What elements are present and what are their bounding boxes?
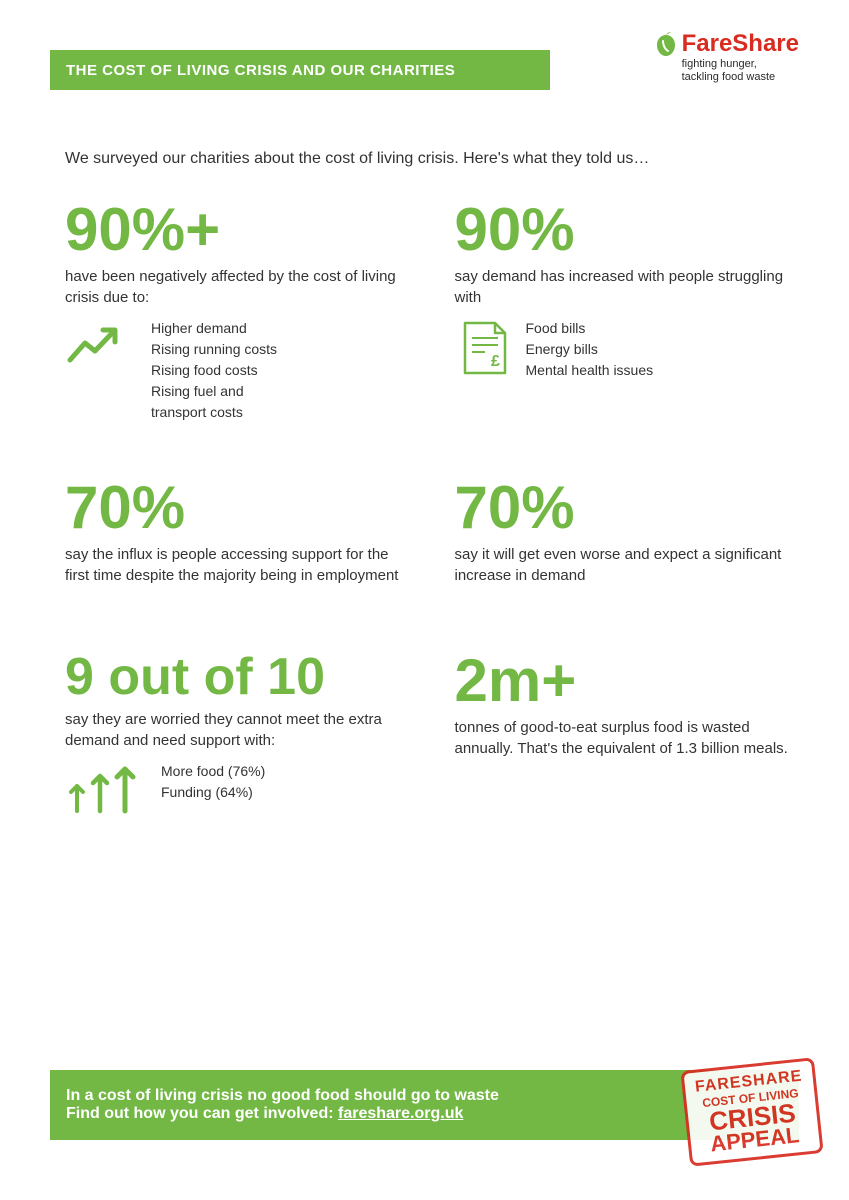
stat-number: 70%	[455, 478, 795, 538]
intro-text: We surveyed our charities about the cost…	[65, 150, 649, 168]
stat-description: have been negatively affected by the cos…	[65, 266, 405, 308]
list-item: Rising food costs	[151, 360, 301, 381]
svg-text:£: £	[491, 353, 500, 370]
stat-description: say it will get even worse and expect a …	[455, 544, 795, 586]
header-bar: THE COST OF LIVING CRISIS AND OUR CHARIT…	[50, 50, 550, 90]
list-item: Food bills	[526, 318, 654, 339]
stats-grid: 90%+ have been negatively affected by th…	[65, 200, 794, 816]
apple-icon	[654, 31, 678, 57]
stat-description: say the influx is people accessing suppo…	[65, 544, 405, 586]
stat-block: 70% say the influx is people accessing s…	[65, 478, 405, 596]
stat-description: tonnes of good-to-eat surplus food is wa…	[455, 717, 795, 759]
logo-tagline-2: tackling food waste	[682, 71, 799, 84]
footer-url[interactable]: fareshare.org.uk	[338, 1105, 463, 1122]
stat-list: More food (76%) Funding (64%)	[161, 761, 265, 803]
stat-list: Food bills Energy bills Mental health is…	[526, 318, 654, 381]
appeal-stamp: FARESHARE COST OF LIVING CRISIS APPEAL	[681, 1058, 824, 1167]
stat-number: 70%	[65, 478, 405, 538]
list-item: Rising fuel and transport costs	[151, 381, 301, 423]
stat-number: 90%+	[65, 200, 405, 260]
stat-list: Higher demand Rising running costs Risin…	[151, 318, 301, 423]
stat-block: 90%+ have been negatively affected by th…	[65, 200, 405, 423]
arrows-up-icon	[65, 761, 145, 816]
list-item: Energy bills	[526, 339, 654, 360]
stat-block: 2m+ tonnes of good-to-eat surplus food i…	[455, 651, 795, 816]
logo: FareShare fighting hunger, tackling food…	[654, 30, 799, 84]
stat-number: 90%	[455, 200, 795, 260]
logo-name: FareShare	[682, 30, 799, 58]
stat-description: say demand has increased with people str…	[455, 266, 795, 308]
stat-description: say they are worried they cannot meet th…	[65, 709, 405, 751]
logo-tagline-1: fighting hunger,	[682, 58, 799, 71]
stat-number: 2m+	[455, 651, 795, 711]
list-item: Mental health issues	[526, 360, 654, 381]
footer-prefix: Find out how you can get involved:	[66, 1105, 338, 1122]
header-title: THE COST OF LIVING CRISIS AND OUR CHARIT…	[66, 62, 455, 79]
list-item: Higher demand	[151, 318, 301, 339]
trend-up-icon	[65, 318, 135, 368]
stat-block: 9 out of 10 say they are worried they ca…	[65, 651, 405, 816]
stat-block: 90% say demand has increased with people…	[455, 200, 795, 423]
stat-block: 70% say it will get even worse and expec…	[455, 478, 795, 596]
list-item: Funding (64%)	[161, 782, 265, 803]
bill-icon: £	[455, 318, 510, 378]
list-item: Rising running costs	[151, 339, 301, 360]
list-item: More food (76%)	[161, 761, 265, 782]
stat-number: 9 out of 10	[65, 651, 405, 703]
